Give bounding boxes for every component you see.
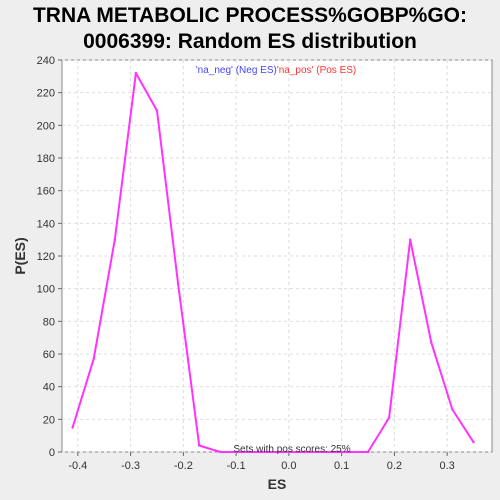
x-tick-label: -0.3	[121, 460, 140, 472]
chart-title-line2: 0006399: Random ES distribution	[83, 30, 417, 53]
y-tick-label: 80	[43, 316, 55, 328]
x-axis-label: ES	[268, 476, 287, 492]
x-tick-label: 0.1	[334, 460, 349, 472]
data-point	[240, 450, 243, 454]
tick-layer: -0.4 -0.3 -0.2 -0.1 0.0 0.1 0.2 0.3 0 20 40 60 80 100…	[37, 55, 455, 472]
y-tick-label: 0	[49, 447, 55, 459]
y-tick-label: 40	[43, 382, 55, 394]
y-axis-label: P(ES)	[12, 237, 28, 274]
y-tick-label: 240	[37, 55, 55, 67]
data-point	[324, 450, 328, 454]
x-tick-label: -0.1	[227, 460, 246, 472]
data-point	[197, 444, 201, 447]
data-point	[134, 71, 138, 75]
data-point	[282, 450, 285, 454]
chart-title-line1: TRNA METABOLIC PROCESS%GOBP%GO:	[33, 4, 467, 27]
data-point	[387, 416, 391, 419]
data-point	[303, 450, 306, 454]
legend-entry-pos: 'na_pos' (Pos ES)	[277, 65, 356, 76]
y-tick-label: 60	[43, 349, 55, 361]
x-tick-label: 0.3	[440, 460, 455, 472]
data-point	[71, 426, 74, 429]
data-point	[113, 238, 116, 241]
y-tick-label: 140	[37, 218, 55, 230]
y-tick-label: 100	[37, 284, 55, 296]
annotation-pos-scores: Sets with pos scores: 25%	[233, 444, 350, 455]
x-tick-label: 0.0	[281, 460, 296, 472]
data-point	[472, 441, 475, 444]
data-point	[261, 450, 264, 454]
data-point	[430, 341, 433, 344]
legend-entry-neg: 'na_neg' (Neg ES)	[196, 65, 277, 76]
x-tick-label: 0.2	[387, 460, 402, 472]
y-tick-label: 220	[37, 88, 55, 100]
y-tick-label: 120	[37, 251, 55, 263]
grid-layer	[62, 59, 492, 453]
y-tick-label: 160	[37, 186, 55, 198]
data-point	[92, 357, 95, 361]
series-line	[71, 72, 475, 453]
data-point	[409, 238, 412, 241]
data-point	[219, 450, 222, 454]
y-tick-label: 20	[43, 414, 55, 426]
plot-area	[61, 59, 493, 453]
series-layer	[71, 71, 475, 454]
data-point	[345, 450, 349, 454]
y-tick-label: 200	[37, 120, 55, 132]
data-point	[176, 282, 180, 285]
data-point	[451, 408, 454, 411]
y-tick-label: 180	[37, 153, 55, 165]
x-tick-label: -0.4	[68, 460, 87, 472]
data-point	[155, 109, 159, 112]
x-tick-label: -0.2	[174, 460, 193, 472]
data-point	[366, 450, 370, 454]
